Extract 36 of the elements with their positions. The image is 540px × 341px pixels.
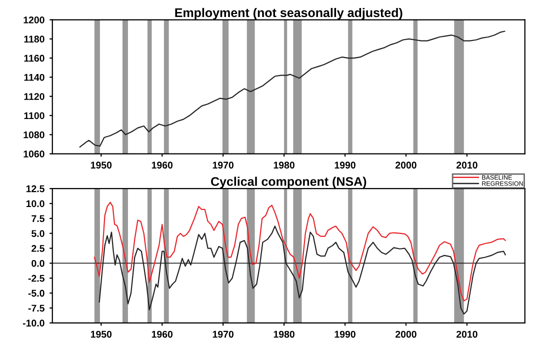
x-tick-label: 1980 [274,330,294,338]
y-tick-label: 7.5 [32,215,44,222]
x-tick-label: 1960 [152,330,173,338]
x-tick-label: 1980 [274,162,294,169]
y-tick-label: 1140 [24,74,44,81]
y-tick-label: 5.0 [32,230,44,237]
x-tick-label: 1950 [90,330,112,338]
y-tick-label: 1100 [24,112,44,120]
y-tick-label: 1080 [24,131,44,138]
line-series [79,30,506,148]
y-tick-label: 1120 [24,93,44,100]
chart-title: Employment (not seasonally adjusted) [175,8,402,20]
y-tick-label: 2.5 [32,245,44,252]
x-tick-label: 1990 [334,330,356,338]
y-tick-label: -10.0 [22,320,44,327]
x-tick-label: 2010 [456,162,478,169]
y-tick-label: 1160 [24,54,44,62]
x-tick-label: 2000 [396,330,416,338]
line-series [94,202,506,302]
y-tick-label: -2.5 [28,274,44,282]
x-tick-label: 2010 [456,330,478,338]
x-tick-label: 1970 [212,330,234,338]
y-tick-label: 10.0 [26,200,44,208]
y-tick-label: -5.0 [28,290,44,297]
y-tick-label: 1180 [24,36,44,43]
y-tick-label: 1200 [24,16,44,24]
x-tick-label: 1970 [212,162,234,169]
y-tick-label: 0.0 [32,260,44,267]
x-tick-label: 2000 [396,162,416,169]
chart-title: Cyclical component (NSA) [211,176,366,188]
x-tick-label: 1960 [152,162,173,169]
y-tick-label: 1060 [24,150,44,158]
x-tick-label: 1990 [334,162,356,169]
x-tick-label: 1950 [90,162,112,169]
y-tick-label: -7.5 [28,304,44,312]
y-tick-label: 12.5 [26,185,44,192]
